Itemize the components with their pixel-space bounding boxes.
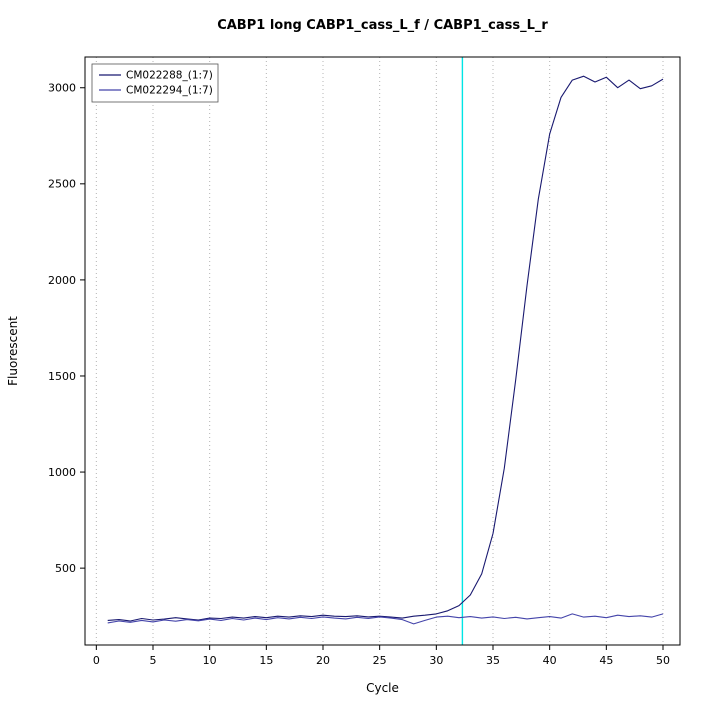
x-tick-label: 50 (656, 654, 670, 667)
y-axis-label: Fluorescent (6, 316, 20, 386)
y-tick-label: 1000 (48, 466, 76, 479)
x-tick-label: 40 (543, 654, 557, 667)
x-tick-label: 30 (429, 654, 443, 667)
legend-box (91, 63, 219, 103)
x-tick-label: 10 (203, 654, 217, 667)
y-tick-label: 3000 (48, 82, 76, 95)
x-tick-label: 20 (316, 654, 330, 667)
y-tick-label: 500 (55, 562, 76, 575)
x-tick-label: 0 (93, 654, 100, 667)
x-tick-label: 25 (373, 654, 387, 667)
legend-label: CM022288_(1:7) (126, 70, 213, 82)
plot-border (84, 56, 681, 646)
y-tick-label: 2000 (48, 274, 76, 287)
x-tick-label: 5 (150, 654, 157, 667)
series-line-CM022294_(1:7) (107, 613, 664, 625)
chart-title: CABP1 long CABP1_cass_L_f / CABP1_cass_L… (217, 18, 548, 33)
y-tick-label: 2500 (48, 178, 76, 191)
y-tick-label: 1500 (48, 370, 76, 383)
x-tick-label: 35 (486, 654, 500, 667)
legend-label: CM022294_(1:7) (126, 85, 213, 97)
x-tick-label: 15 (259, 654, 273, 667)
series-line-CM022288_(1:7) (107, 75, 664, 622)
x-tick-label: 45 (599, 654, 613, 667)
x-axis-label: Cycle (366, 681, 399, 695)
